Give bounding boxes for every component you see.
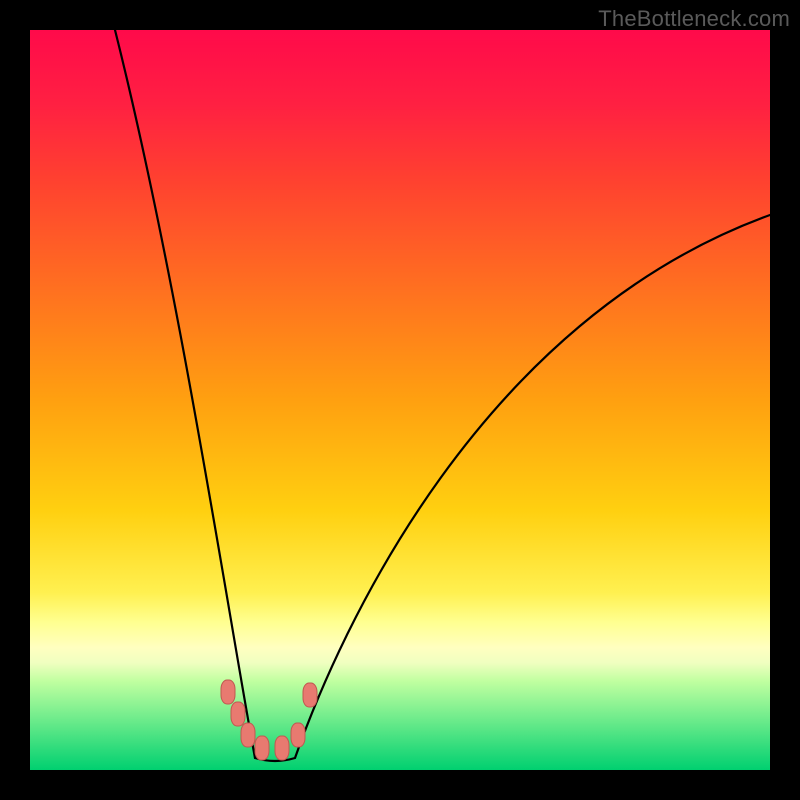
curve-marker	[241, 723, 255, 747]
curve-marker	[221, 680, 235, 704]
curve-marker	[275, 736, 289, 760]
chart-svg	[30, 30, 770, 770]
bottleneck-chart	[30, 30, 770, 770]
curve-marker	[291, 723, 305, 747]
curve-marker	[303, 683, 317, 707]
curve-marker	[231, 702, 245, 726]
curve-marker	[255, 736, 269, 760]
watermark-text: TheBottleneck.com	[598, 6, 790, 32]
